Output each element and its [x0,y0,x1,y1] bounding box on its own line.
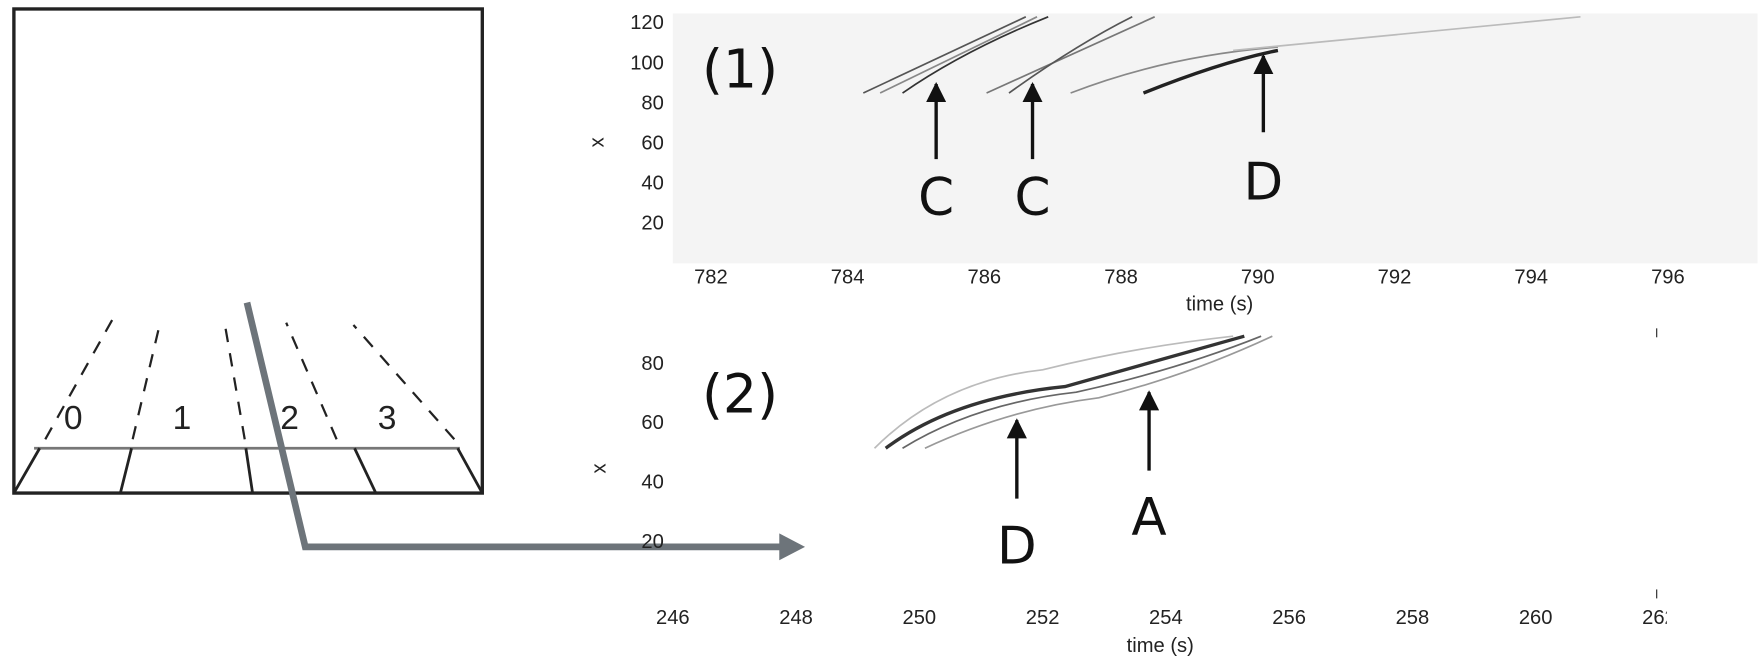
annotation-label: D [1244,152,1284,212]
lane-label: 0 [64,400,83,437]
lane-label: 2 [280,400,299,437]
x-tick-label: 258 [1396,607,1430,629]
x-ticks: 246 248 250 252 254 256 258 260 262 [656,607,1676,629]
x-tick-label: 256 [1272,607,1306,629]
x-tick-label: 790 [1241,267,1275,289]
y-tick-label: 120 [630,12,664,34]
y-tick-label: 60 [641,412,663,434]
panel-label: (2) [702,362,778,425]
y-tick-label: 60 [641,132,663,154]
annotation-label: D [997,517,1037,577]
y-tick-label: 20 [641,531,663,553]
panel-1: 782 784 786 788 790 792 794 796 120 100 80 60 40 20 ti… [586,12,1758,315]
x-tick-label: 248 [779,607,813,629]
y-tick-label: 80 [641,92,663,114]
x-tick-label: 262 [1642,607,1676,629]
y-tick-label: 100 [630,52,664,74]
lane-diagram: 0 1 2 3 [12,7,806,561]
x-tick-label: 250 [903,607,937,629]
y-tick-label: 20 [641,213,663,235]
x-tick-label: 788 [1104,267,1138,289]
lane-label: 3 [378,400,397,437]
y-axis-label: x [586,137,608,147]
x-tick-label: 794 [1514,267,1548,289]
panel-2: 246 248 250 252 254 256 258 260 262 80 60 40 20 time … [589,328,1676,657]
x-tick-label: 260 [1519,607,1553,629]
x-tick-label: 252 [1026,607,1060,629]
y-tick-label: 40 [641,173,663,195]
x-tick-label: 254 [1149,607,1183,629]
x-ticks: 782 784 786 788 790 792 794 796 [694,267,1685,289]
y-axis-label: x [589,463,611,473]
lane-label: 1 [173,400,192,437]
y-tick-label: 40 [641,472,663,494]
annotation-label: C [1015,168,1051,228]
x-axis-label: time (s) [1186,293,1253,315]
annotation-label: A [1131,488,1166,548]
x-tick-label: 246 [656,607,690,629]
x-tick-label: 786 [968,267,1002,289]
x-axis-label: time (s) [1127,635,1194,657]
x-tick-label: 782 [694,267,728,289]
panel-label: (1) [702,37,778,100]
x-tick-label: 784 [831,267,865,289]
annotation-label: C [918,168,954,228]
x-tick-label: 792 [1378,267,1412,289]
x-tick-label: 796 [1651,267,1685,289]
y-tick-label: 80 [641,353,663,375]
